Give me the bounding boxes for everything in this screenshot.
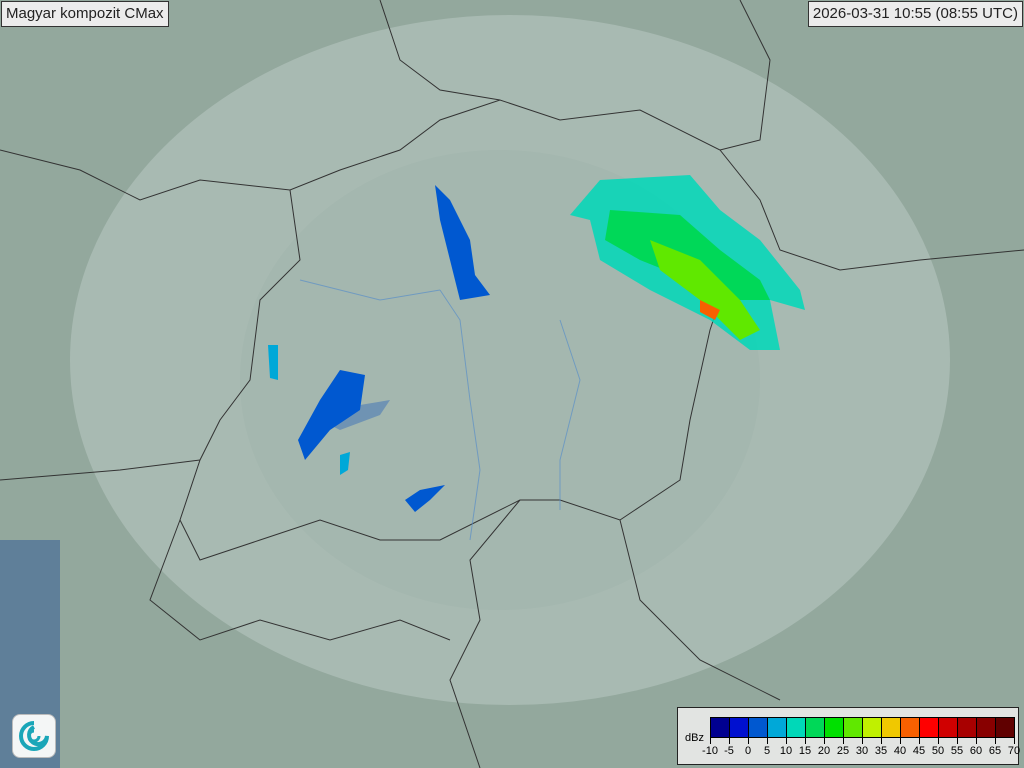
legend-tick-label: -5 [724, 745, 734, 757]
legend-tick [805, 738, 806, 744]
legend-tick [957, 738, 958, 744]
legend-swatch [768, 718, 787, 737]
timestamp-label: 2026-03-31 10:55 (08:55 UTC) [807, 1, 1023, 27]
legend-swatch [806, 718, 825, 737]
legend-tick [881, 738, 882, 744]
legend-tick [824, 738, 825, 744]
legend-swatch [901, 718, 920, 737]
legend-tick-label: 0 [744, 745, 752, 757]
legend-swatch [730, 718, 749, 737]
legend-tick-label: 20 [817, 745, 831, 757]
product-title: Magyar kompozit CMax [1, 1, 169, 27]
legend-swatch [958, 718, 977, 737]
legend-tick [767, 738, 768, 744]
legend-swatch [749, 718, 768, 737]
legend-tick-label: 60 [969, 745, 983, 757]
legend-tick-label: 25 [836, 745, 850, 757]
legend-tick [843, 738, 844, 744]
legend-tick-label: 30 [855, 745, 869, 757]
precipitation-echoes [268, 175, 805, 512]
dbz-color-legend: dBz -10 -5 0 5 10 15 20 25 30 35 40 45 50 55 60 65 70 [677, 707, 1020, 765]
legend-swatch [711, 718, 730, 737]
legend-tick [729, 738, 730, 744]
legend-swatch [825, 718, 844, 737]
legend-tick-label: 45 [912, 745, 926, 757]
legend-tick [976, 738, 977, 744]
legend-tick-label: 50 [931, 745, 945, 757]
legend-unit: dBz [685, 732, 704, 744]
legend-tick-label: 10 [779, 745, 793, 757]
legend-tick-label: -10 [702, 745, 718, 757]
legend-ticks: -10 -5 0 5 10 15 20 25 30 35 40 45 50 55 60 65 70 [702, 738, 1020, 762]
legend-tick [1014, 738, 1015, 744]
legend-tick [995, 738, 996, 744]
legend-swatch [863, 718, 882, 737]
legend-swatch [977, 718, 996, 737]
legend-tick [919, 738, 920, 744]
met-service-logo [12, 714, 56, 758]
legend-tick [900, 738, 901, 744]
rivers [299, 279, 581, 541]
legend-swatch [920, 718, 939, 737]
swirl-logo-icon [19, 721, 49, 751]
legend-swatch [844, 718, 863, 737]
legend-tick-label: 70 [1007, 745, 1021, 757]
legend-tick [786, 738, 787, 744]
legend-swatch [882, 718, 901, 737]
legend-tick [862, 738, 863, 744]
legend-tick [710, 738, 711, 744]
legend-tick-label: 40 [893, 745, 907, 757]
legend-tick [748, 738, 749, 744]
legend-swatch [996, 718, 1014, 737]
legend-tick-label: 15 [798, 745, 812, 757]
legend-tick-label: 55 [950, 745, 964, 757]
legend-swatches [710, 717, 1015, 738]
legend-tick [938, 738, 939, 744]
legend-swatch [787, 718, 806, 737]
legend-tick-label: 35 [874, 745, 888, 757]
legend-tick-label: 5 [763, 745, 771, 757]
legend-tick-label: 65 [988, 745, 1002, 757]
legend-swatch [939, 718, 958, 737]
